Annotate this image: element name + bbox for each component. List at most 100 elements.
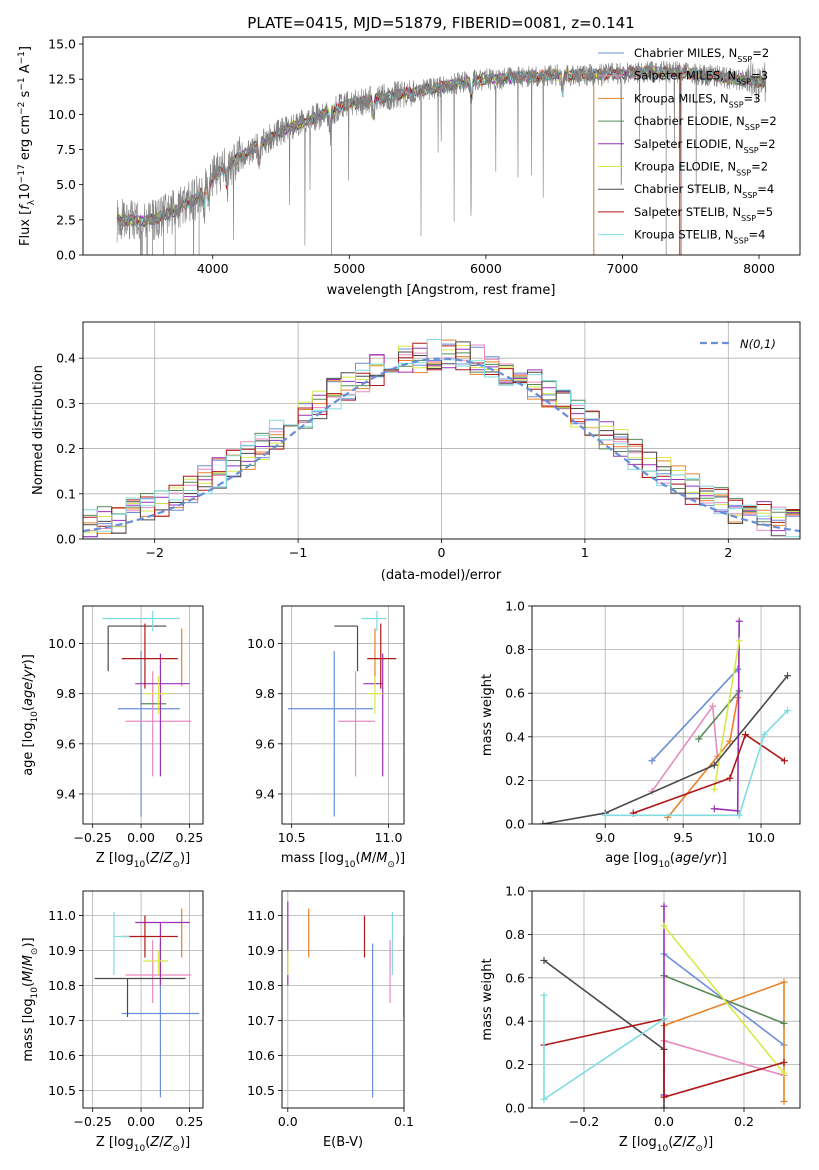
y-tick-label: 0.6 — [505, 686, 525, 701]
x-tick-label: 0.25 — [176, 1114, 204, 1129]
y-tick-label: 7.5 — [56, 142, 76, 157]
y-tick-label: 0.0 — [56, 248, 76, 263]
legend-eq: = — [752, 46, 762, 60]
errorbar-point — [107, 625, 167, 672]
label-part: mass [log — [21, 998, 36, 1061]
x-tick-label: 0.1 — [394, 1114, 414, 1129]
label-part: M — [376, 851, 387, 866]
label-part: 10 — [18, 183, 33, 200]
panel-mass_vs_ebv: 0.0 0.1 10.5 10.6 10.7 10.8 10.9 11.0 E(B-V) — [247, 890, 414, 1150]
marker — [660, 1093, 668, 1101]
normal-curve — [83, 357, 800, 533]
x-tick-label: 0.0 — [654, 1114, 674, 1129]
series-line-kroupa-stelib — [543, 995, 665, 1101]
y-tick-label: 10.0 — [48, 636, 76, 651]
label-part: M — [21, 971, 36, 982]
y-tick-label: 9.6 — [255, 736, 275, 751]
label-part: −1 — [17, 77, 27, 90]
legend-sep: , N — [728, 137, 744, 151]
marker — [540, 1095, 548, 1103]
y-tick-label: 10.6 — [48, 1048, 76, 1063]
legend-nssp: 4 — [767, 182, 774, 196]
marker — [660, 902, 668, 910]
marker — [780, 1019, 788, 1027]
y-tick-label: 5.0 — [56, 177, 76, 192]
legend-eq: = — [751, 69, 761, 83]
label-part: ( — [145, 851, 150, 866]
marker — [660, 1104, 668, 1108]
plot-area — [116, 58, 767, 255]
x-tick-label: 5000 — [333, 261, 365, 276]
axes-frame — [281, 605, 405, 825]
label-part: Z — [149, 1135, 160, 1150]
legend-nssp: 5 — [766, 205, 773, 219]
legend-eq: = — [756, 205, 766, 219]
label-part: / — [682, 1135, 687, 1150]
x-tick-label: 6000 — [470, 261, 502, 276]
y-tick-label: 0.2 — [505, 773, 525, 788]
legend-eq: = — [759, 137, 769, 151]
legend-nssp: 4 — [758, 228, 765, 242]
label-part: )] — [21, 654, 36, 664]
marker — [726, 737, 734, 745]
marker — [735, 811, 743, 819]
x-tick-label: 4000 — [197, 261, 229, 276]
legend-model: Kroupa MILES — [634, 91, 713, 105]
x-tick-label: 8000 — [743, 261, 775, 276]
legend-nssp: 2 — [761, 160, 768, 174]
plot-area — [532, 891, 800, 1108]
y-tick-label: 0.4 — [505, 729, 525, 744]
legend-entry: N(0,1) — [740, 337, 776, 351]
label-part: erg cm — [18, 115, 33, 164]
legend-sub: SSP — [742, 191, 757, 200]
x-tick-label: 0.00 — [127, 830, 155, 845]
panel-spectrum: 4000 5000 6000 7000 8000 0.0 2.5 5.0 7.5 10.0 12.5… — [17, 14, 801, 298]
x-axis-label: (data-model)/error — [381, 568, 502, 583]
label-part: 10 — [134, 860, 146, 870]
label-part: / — [159, 1135, 164, 1150]
x-tick-label: 9.5 — [673, 830, 693, 845]
y-tick-label: 9.4 — [255, 786, 275, 801]
label-part: ⊙ — [695, 1144, 703, 1154]
legend-nssp: 2 — [769, 114, 776, 128]
label-part: / — [699, 851, 704, 866]
label-part: / — [372, 851, 377, 866]
axes-frame — [82, 321, 801, 540]
label-part: yr — [21, 663, 36, 679]
marker — [540, 991, 548, 999]
marker — [601, 811, 609, 819]
marker — [710, 785, 718, 793]
panel-mw_vs_Z: −0.2 0.0 0.20.00.20.40.60.81.0Z [log10(Z/Z… — [480, 884, 801, 1154]
y-tick-label: 10.6 — [247, 1048, 275, 1063]
y-tick-label: 0.4 — [56, 351, 76, 366]
label-part: Z — [149, 851, 160, 866]
errorbar-point — [94, 977, 186, 1017]
label-part: ⊙ — [30, 948, 40, 956]
legend-sub: SSP — [745, 123, 760, 132]
plot-area — [282, 891, 404, 1108]
label-part: / — [21, 966, 36, 971]
label-part: age — [675, 851, 699, 866]
label-part: ( — [145, 1135, 150, 1150]
label-part: −17 — [17, 164, 27, 183]
legend-eq: = — [751, 160, 761, 174]
errorbar-point — [334, 625, 359, 672]
y-tick-label: 1.0 — [505, 884, 525, 899]
legend-sep: , N — [721, 46, 737, 60]
y-axis-label: age [log10(age/yr)] — [21, 654, 40, 776]
x-tick-label: 0.0 — [278, 1114, 298, 1129]
label-part: 10 — [344, 860, 356, 870]
legend-sub: SSP — [737, 55, 752, 64]
series-line-chabrier-miles — [651, 668, 739, 762]
legend-sub: SSP — [744, 145, 759, 154]
axes-frame — [531, 605, 801, 825]
y-tick-label: 10.9 — [48, 943, 76, 958]
y-tick-label: 0.4 — [505, 1014, 525, 1029]
label-part: Z — [686, 1135, 697, 1150]
y-tick-label: 9.6 — [56, 736, 76, 751]
y-tick-label: 0.1 — [56, 486, 76, 501]
legend-model: Chabrier MILES — [634, 46, 721, 60]
histogram-kroupa-stelib — [83, 339, 800, 538]
marker — [648, 757, 656, 765]
